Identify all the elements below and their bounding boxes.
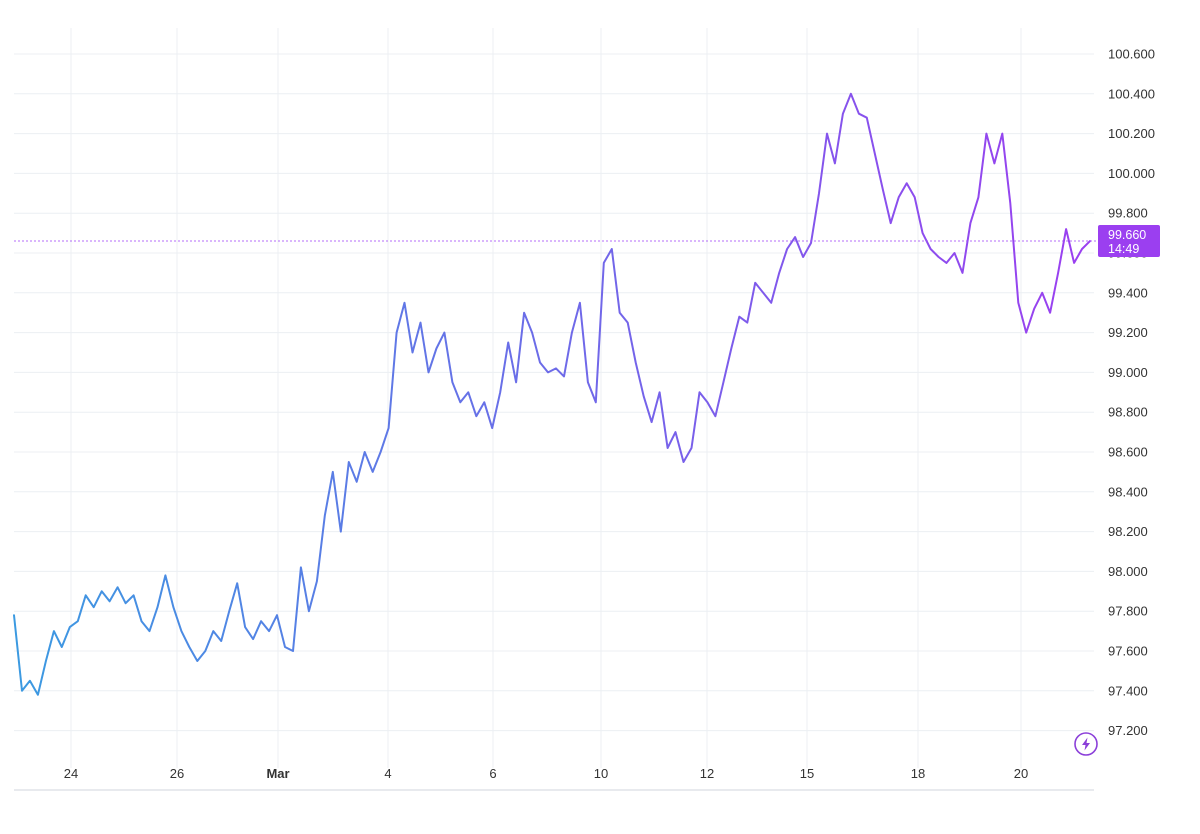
y-tick-label: 99.200 (1108, 325, 1148, 340)
y-tick-label: 97.400 (1108, 683, 1148, 698)
x-tick-label: 26 (170, 766, 184, 781)
x-tick-label: 6 (489, 766, 496, 781)
x-tick-label: 12 (700, 766, 714, 781)
x-tick-label: 18 (911, 766, 925, 781)
y-tick-label: 98.400 (1108, 484, 1148, 499)
x-tick-label: 15 (800, 766, 814, 781)
y-tick-label: 100.200 (1108, 126, 1155, 141)
last-price-value: 99.660 (1108, 228, 1146, 242)
x-axis: 24 26 Mar 4 6 10 12 15 18 20 (14, 766, 1094, 791)
x-tick-label: 24 (64, 766, 78, 781)
y-tick-label: 98.000 (1108, 564, 1148, 579)
x-tick-label: Mar (266, 766, 289, 781)
y-tick-label: 97.600 (1108, 644, 1148, 659)
y-tick-label: 100.400 (1108, 86, 1155, 101)
series-layer (13, 92, 1091, 696)
x-tick-label: 10 (594, 766, 608, 781)
y-tick-label: 98.200 (1108, 524, 1148, 539)
y-tick-label: 100.000 (1108, 166, 1155, 181)
grid-layer (14, 28, 1094, 768)
y-tick-label: 100.600 (1108, 47, 1155, 62)
last-price-tag (1098, 225, 1160, 258)
y-tick-label: 99.400 (1108, 285, 1148, 300)
y-tick-label: 99.800 (1108, 206, 1148, 221)
y-tick-label: 97.200 (1108, 723, 1148, 738)
x-tick-label: 4 (384, 766, 391, 781)
y-tick-label: 98.600 (1108, 445, 1148, 460)
last-price-time: 14:49 (1108, 242, 1139, 256)
y-tick-label: 98.800 (1108, 405, 1148, 420)
y-tick-label: 99.000 (1108, 365, 1148, 380)
x-tick-label: 20 (1014, 766, 1028, 781)
lightning-icon[interactable] (1074, 732, 1098, 756)
y-tick-label: 97.800 (1108, 604, 1148, 619)
y-axis: 100.600100.400100.200100.00099.80099.600… (1108, 47, 1155, 739)
price-series-line (13, 92, 1091, 696)
